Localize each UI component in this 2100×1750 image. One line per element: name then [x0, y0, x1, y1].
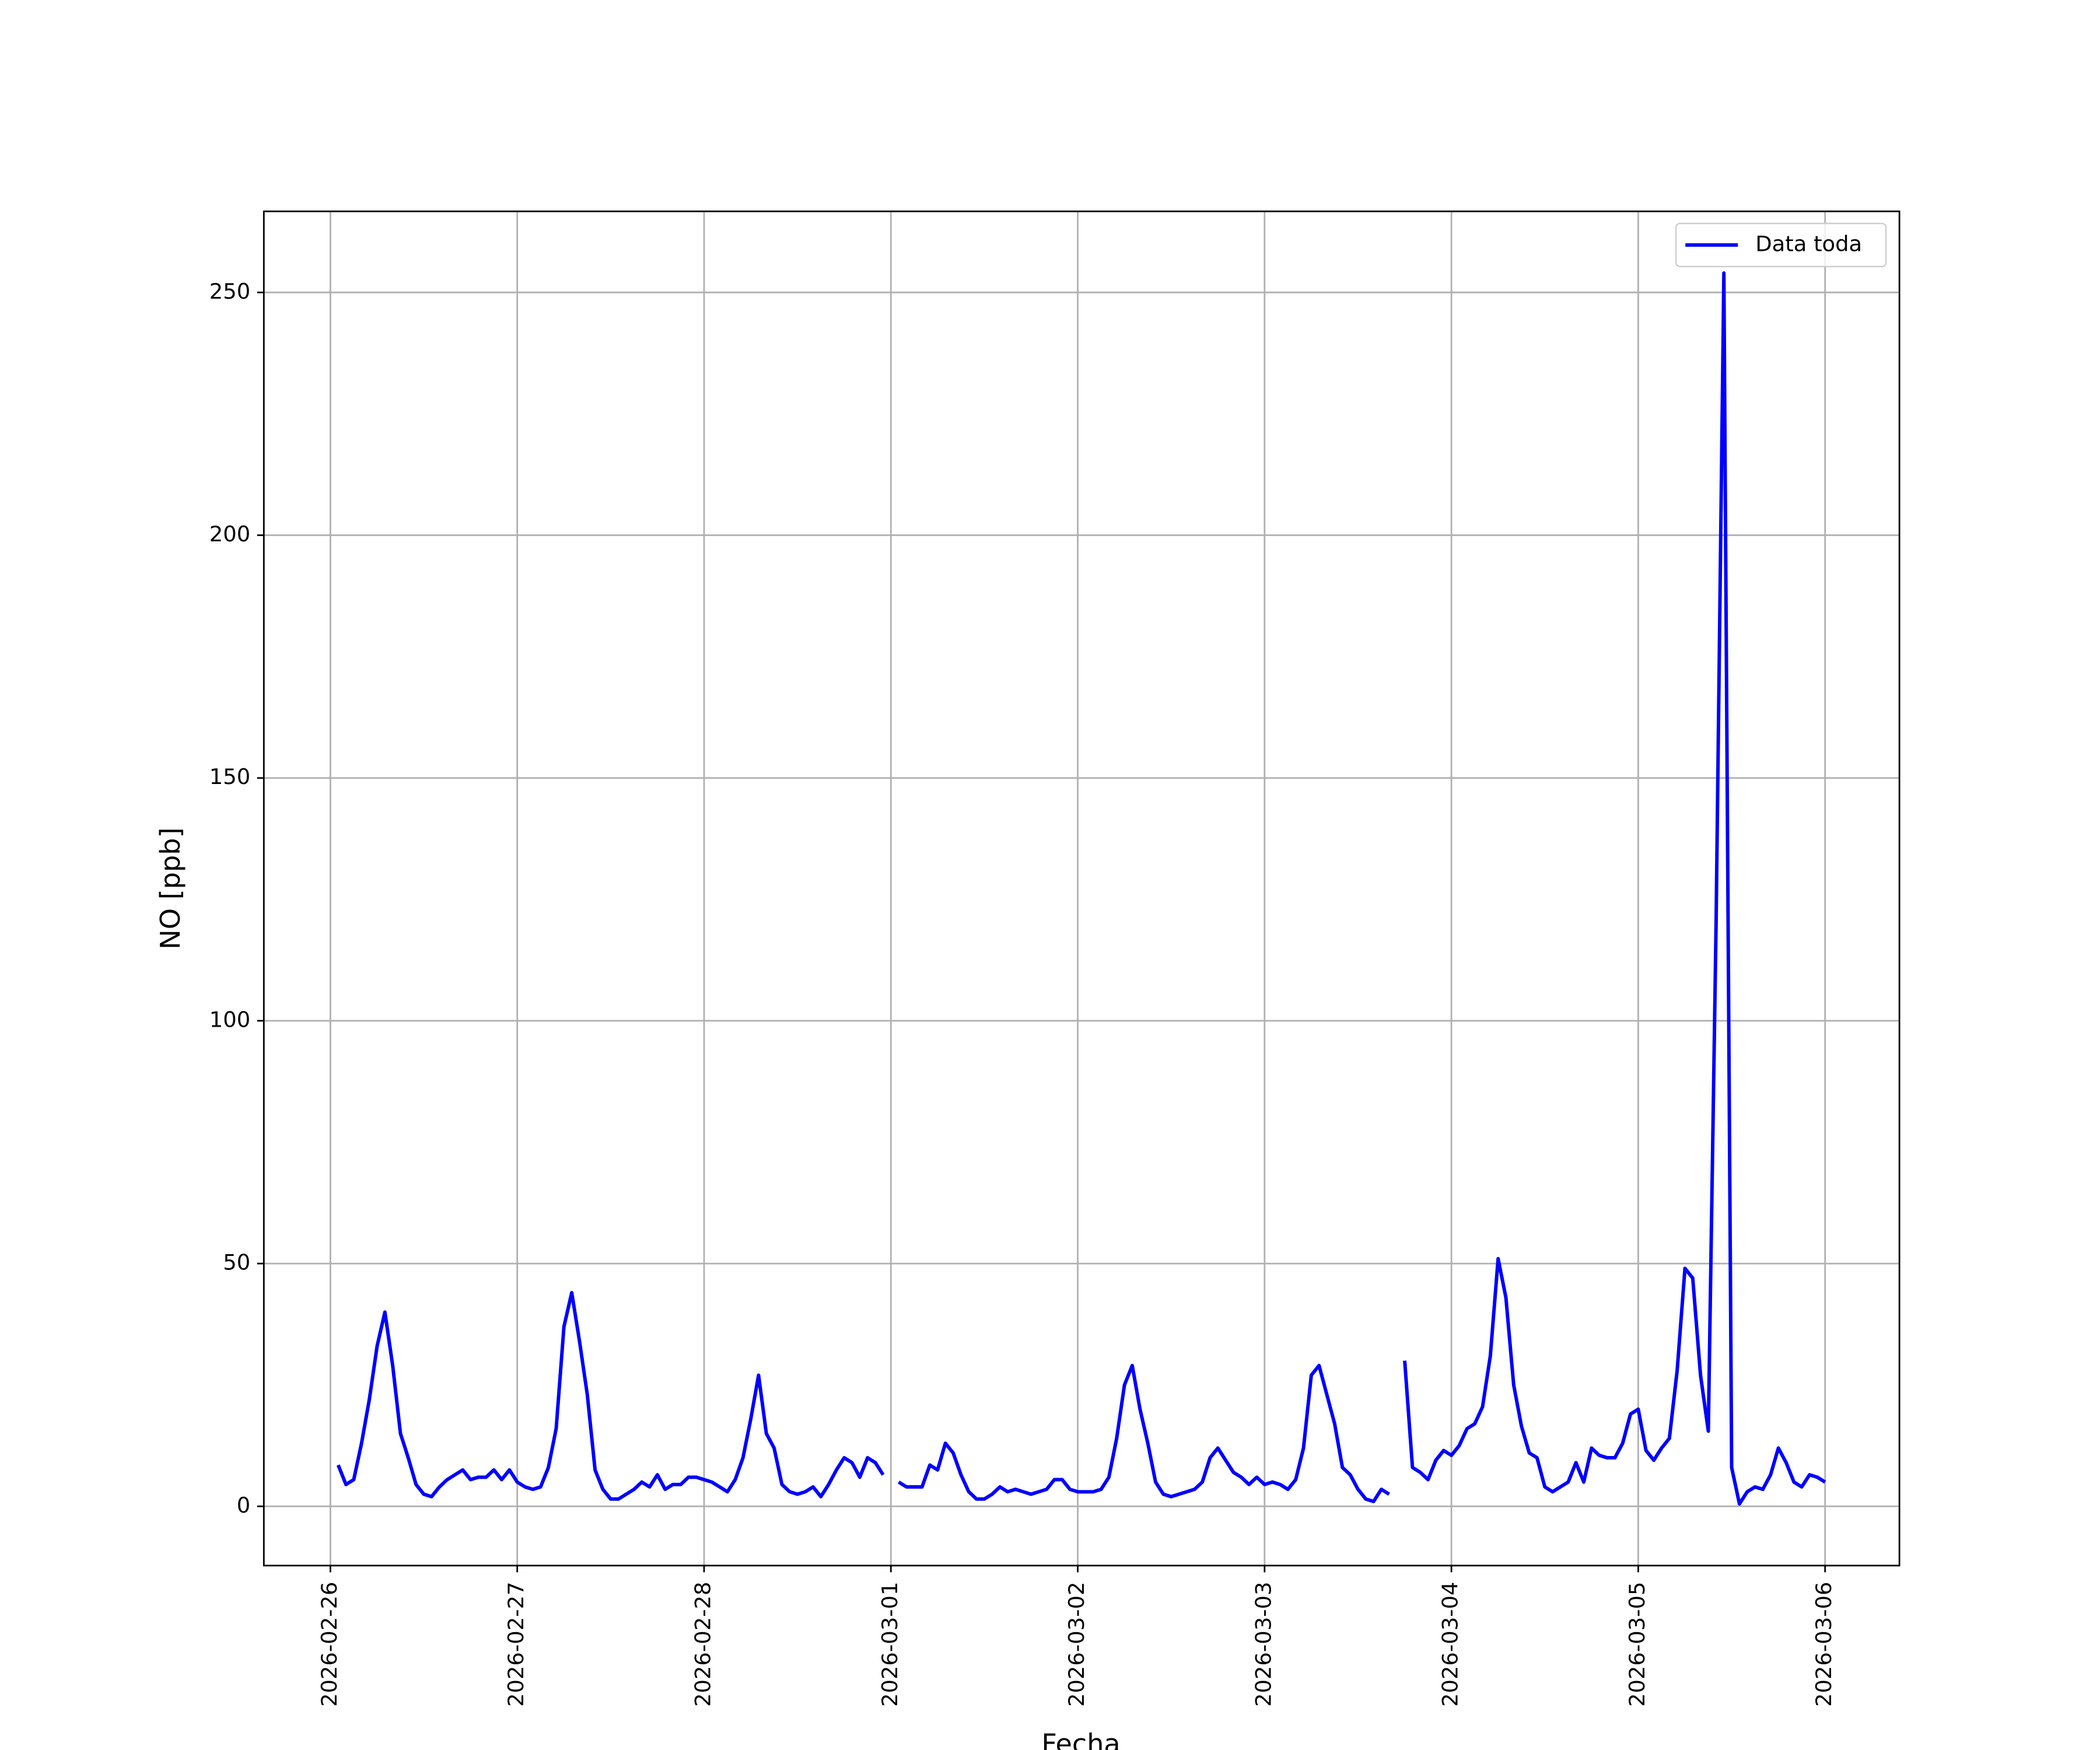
grid [264, 211, 1900, 1566]
x-tick-label: 2026-03-06 [1811, 1582, 1836, 1707]
y-tick-label: 50 [223, 1250, 250, 1275]
y-tick-label: 100 [209, 1007, 250, 1032]
data-line [336, 271, 1826, 1506]
y-tick-label: 250 [209, 279, 250, 304]
legend-label: Data toda [1755, 232, 1862, 257]
x-tick-label: 2026-02-27 [503, 1582, 528, 1707]
y-tick-label: 0 [237, 1493, 250, 1518]
axes-frame [262, 210, 1901, 1567]
x-axis-label: Fecha [1041, 1728, 1120, 1750]
x-tick-label: 2026-03-04 [1438, 1582, 1463, 1707]
plot-area [336, 271, 1826, 1506]
y-axis-label: NO [ppb] [155, 827, 186, 949]
legend-box [1675, 222, 1887, 268]
x-tick-label: 2026-03-02 [1064, 1582, 1089, 1707]
legend: Data toda [1675, 222, 1887, 268]
x-tick-label: 2026-03-01 [877, 1582, 902, 1707]
x-tick-label: 2026-02-28 [690, 1582, 715, 1707]
y-tick-label: 200 [209, 522, 250, 547]
y-tick-label: 150 [209, 764, 250, 789]
x-tick-label: 2026-02-26 [317, 1582, 342, 1707]
x-tick-label: 2026-03-05 [1625, 1582, 1650, 1707]
x-tick-label: 2026-03-03 [1251, 1582, 1276, 1707]
